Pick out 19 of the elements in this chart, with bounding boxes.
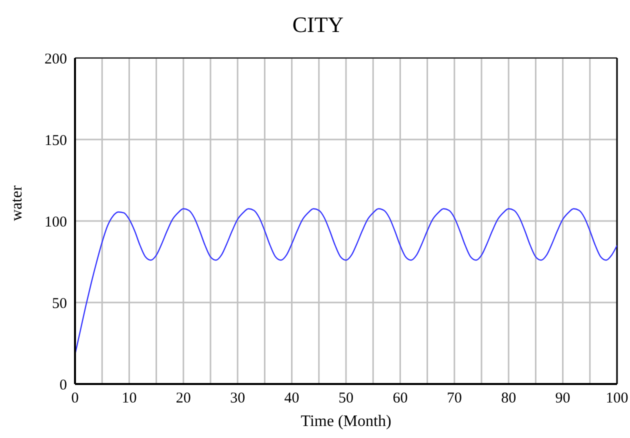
x-tick-label: 30: [230, 390, 246, 407]
y-axis-title: water: [8, 184, 26, 221]
x-tick-label: 60: [392, 390, 408, 407]
x-tick-label: 0: [71, 390, 79, 407]
x-tick-label: 10: [122, 390, 137, 407]
y-tick-label: 200: [44, 51, 67, 68]
y-tick-label: 0: [60, 377, 67, 394]
x-tick-label: 100: [606, 390, 628, 407]
x-tick-label: 50: [338, 390, 354, 407]
x-tick-label: 20: [176, 390, 191, 407]
y-tick-label: 50: [52, 296, 67, 312]
y-tick-label: 150: [44, 132, 67, 149]
chart-title: CITY: [291, 11, 345, 39]
x-axis-title: Time (Month): [300, 413, 392, 430]
x-tick-label: 90: [555, 390, 570, 407]
x-tick-label: 70: [446, 390, 462, 407]
y-tick-label: 100: [44, 214, 67, 230]
x-tick-label: 80: [501, 390, 516, 407]
x-tick-label: 40: [284, 390, 300, 407]
